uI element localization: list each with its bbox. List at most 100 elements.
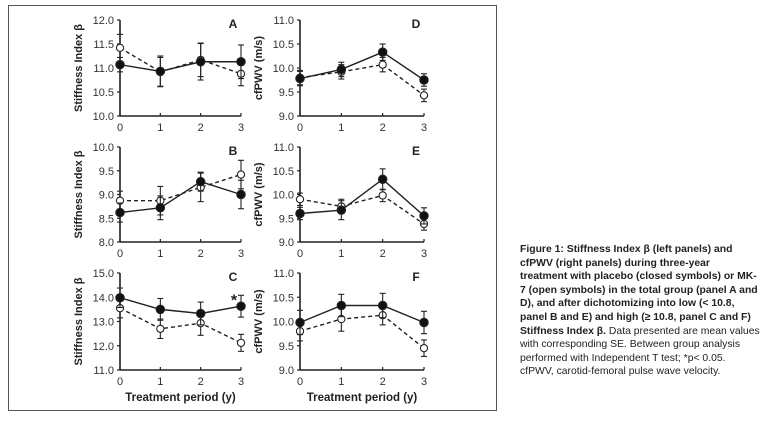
y-axis-label: cfPWV (m/s)	[253, 289, 265, 354]
series-line	[119, 61, 241, 73]
y-tick-label: 10.5	[273, 39, 294, 51]
y-tick-label: 9.0	[279, 365, 294, 377]
series-mk7	[115, 159, 246, 216]
series-line	[120, 173, 242, 202]
closed-marker	[195, 176, 206, 187]
open-marker	[295, 195, 305, 204]
closed-marker	[195, 308, 206, 319]
x-tick-label: 1	[338, 376, 344, 388]
figure-caption: Figure 1: Stiffness Index β (left panels…	[520, 243, 760, 379]
series-placebo	[295, 292, 429, 336]
closed-marker	[195, 57, 206, 67]
panel-label: D	[412, 17, 421, 31]
x-tick-label: 0	[297, 376, 303, 388]
x-tick-label: 2	[198, 376, 204, 388]
y-tick-label: 9.5	[279, 87, 294, 99]
panel-label: F	[412, 270, 419, 284]
y-tick-label: 10.5	[273, 166, 294, 178]
series-placebo	[115, 171, 246, 223]
y-tick-label: 13.0	[93, 317, 114, 329]
caption-title: Figure 1: Stiffness Index β (left panels…	[520, 244, 758, 337]
x-tick-label: 1	[338, 248, 344, 260]
panel-label: A	[229, 17, 238, 31]
y-tick-label: 15.0	[93, 268, 114, 280]
y-tick-label: 9.5	[99, 166, 114, 178]
series-mk7	[115, 297, 246, 352]
x-axis-label: Treatment period (y)	[307, 392, 418, 404]
y-tick-label: 9.0	[279, 111, 294, 123]
y-tick-label: 10.5	[273, 292, 294, 304]
figure-frame	[8, 5, 497, 411]
x-tick-label: 3	[421, 122, 427, 134]
series-mk7	[295, 304, 429, 357]
y-tick-label: 11.5	[93, 39, 114, 51]
panel-label: E	[412, 144, 420, 158]
panel-d: 9.0 9.5 10.0 10.5 11.0 0 1 2 3 cfPWV (m/s) D	[253, 15, 429, 134]
x-axis-label: Treatment period (y)	[125, 392, 236, 404]
open-marker	[156, 324, 165, 333]
panel-f: 9.0 9.5 10.0 10.5 11.0 0 1 2 3 cfPWV (m/s) Treatme…	[253, 268, 429, 404]
closed-marker	[377, 300, 388, 311]
closed-marker	[115, 207, 125, 218]
y-tick-label: 9.5	[279, 341, 294, 353]
y-axis-label: Stiffness Index β	[73, 277, 85, 365]
closed-marker	[419, 317, 429, 328]
open-marker	[378, 191, 387, 200]
series-line	[299, 178, 425, 217]
caption-body: Data presented are mean values with corr…	[520, 325, 760, 378]
x-tick-label: 1	[338, 122, 344, 134]
x-tick-label: 0	[117, 122, 123, 134]
closed-marker	[295, 73, 305, 84]
x-tick-label: 2	[380, 248, 386, 260]
y-tick-label: 8.5	[99, 213, 114, 225]
y-tick-label: 11.0	[93, 63, 114, 75]
x-tick-label: 3	[238, 376, 244, 388]
series-line	[299, 51, 425, 81]
series-line	[119, 307, 242, 344]
closed-marker	[336, 205, 347, 215]
x-tick-label: 0	[117, 376, 123, 388]
closed-marker	[336, 300, 347, 311]
x-tick-label: 3	[238, 122, 244, 134]
series-placebo	[295, 168, 429, 225]
x-tick-label: 2	[198, 122, 204, 134]
panel-c: 11.0 12.0 13.0 14.0 15.0 0 1 2 3 Stiffness Index …	[73, 268, 246, 404]
x-tick-label: 1	[157, 376, 163, 388]
y-tick-label: 11.0	[273, 268, 294, 280]
y-axis-label: Stiffness Index β	[73, 150, 85, 238]
x-tick-label: 2	[380, 376, 386, 388]
closed-marker	[295, 208, 305, 219]
series-line	[299, 314, 425, 349]
open-marker	[115, 43, 125, 52]
y-axis-label: Stiffness Index β	[73, 24, 85, 112]
series-line	[299, 194, 425, 225]
closed-marker	[377, 47, 388, 57]
panel-label: C	[229, 270, 238, 284]
y-tick-label: 10.0	[273, 63, 294, 75]
series-line	[119, 297, 242, 315]
series-line	[299, 63, 425, 96]
closed-marker	[155, 203, 166, 213]
x-tick-label: 2	[198, 248, 204, 260]
y-axis-label: cfPWV (m/s)	[253, 162, 265, 227]
x-tick-label: 3	[421, 248, 427, 260]
series-line	[299, 304, 425, 324]
series-line	[119, 180, 242, 214]
y-tick-label: 10.0	[273, 190, 294, 202]
closed-marker	[155, 66, 166, 77]
y-tick-label: 10.0	[93, 142, 114, 154]
y-tick-label: 11.0	[93, 365, 114, 377]
x-tick-label: 0	[297, 122, 303, 134]
series-mk7	[295, 56, 429, 103]
series-placebo	[115, 287, 246, 326]
closed-marker	[419, 75, 429, 85]
y-tick-label: 11.0	[273, 15, 294, 27]
x-tick-label: 0	[117, 248, 123, 260]
y-tick-label: 8.0	[99, 237, 114, 249]
y-tick-label: 9.0	[279, 237, 294, 249]
panel-a: 10.0 10.5 11.0 11.5 12.0 0 1 2 3 Stiffness Index …	[73, 15, 246, 134]
x-tick-label: 1	[157, 122, 163, 134]
closed-marker	[295, 317, 305, 328]
open-marker	[236, 338, 246, 347]
